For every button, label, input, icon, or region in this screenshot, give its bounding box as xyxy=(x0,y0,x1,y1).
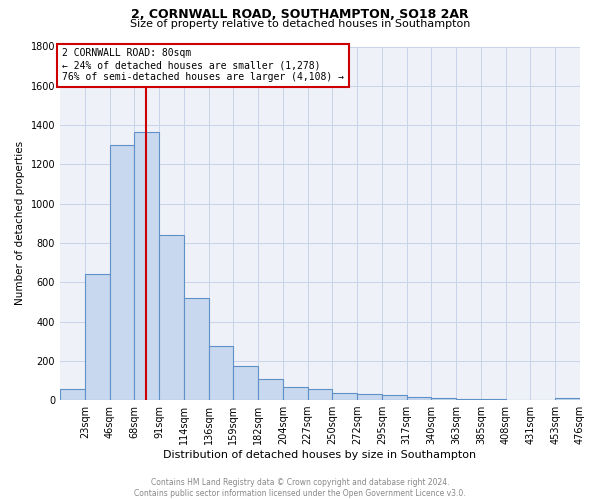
Text: 2, CORNWALL ROAD, SOUTHAMPTON, SO18 2AR: 2, CORNWALL ROAD, SOUTHAMPTON, SO18 2AR xyxy=(131,8,469,20)
Bar xyxy=(283,388,308,400)
Bar xyxy=(184,298,209,400)
Bar xyxy=(258,380,283,400)
Bar xyxy=(382,395,407,400)
Bar xyxy=(134,132,159,400)
Bar xyxy=(308,390,332,400)
Bar xyxy=(159,235,184,400)
Bar xyxy=(555,398,580,400)
Text: 2 CORNWALL ROAD: 80sqm
← 24% of detached houses are smaller (1,278)
76% of semi-: 2 CORNWALL ROAD: 80sqm ← 24% of detached… xyxy=(62,48,344,82)
Bar xyxy=(456,399,481,400)
Text: Size of property relative to detached houses in Southampton: Size of property relative to detached ho… xyxy=(130,19,470,29)
Bar xyxy=(357,394,382,400)
Bar xyxy=(407,397,431,400)
Bar xyxy=(431,398,456,400)
Bar xyxy=(233,366,258,400)
Bar xyxy=(332,393,357,400)
Bar xyxy=(85,274,110,400)
Bar xyxy=(60,390,85,400)
Bar xyxy=(209,346,233,400)
Bar xyxy=(110,144,134,400)
X-axis label: Distribution of detached houses by size in Southampton: Distribution of detached houses by size … xyxy=(163,450,476,460)
Text: Contains HM Land Registry data © Crown copyright and database right 2024.
Contai: Contains HM Land Registry data © Crown c… xyxy=(134,478,466,498)
Y-axis label: Number of detached properties: Number of detached properties xyxy=(15,141,25,306)
